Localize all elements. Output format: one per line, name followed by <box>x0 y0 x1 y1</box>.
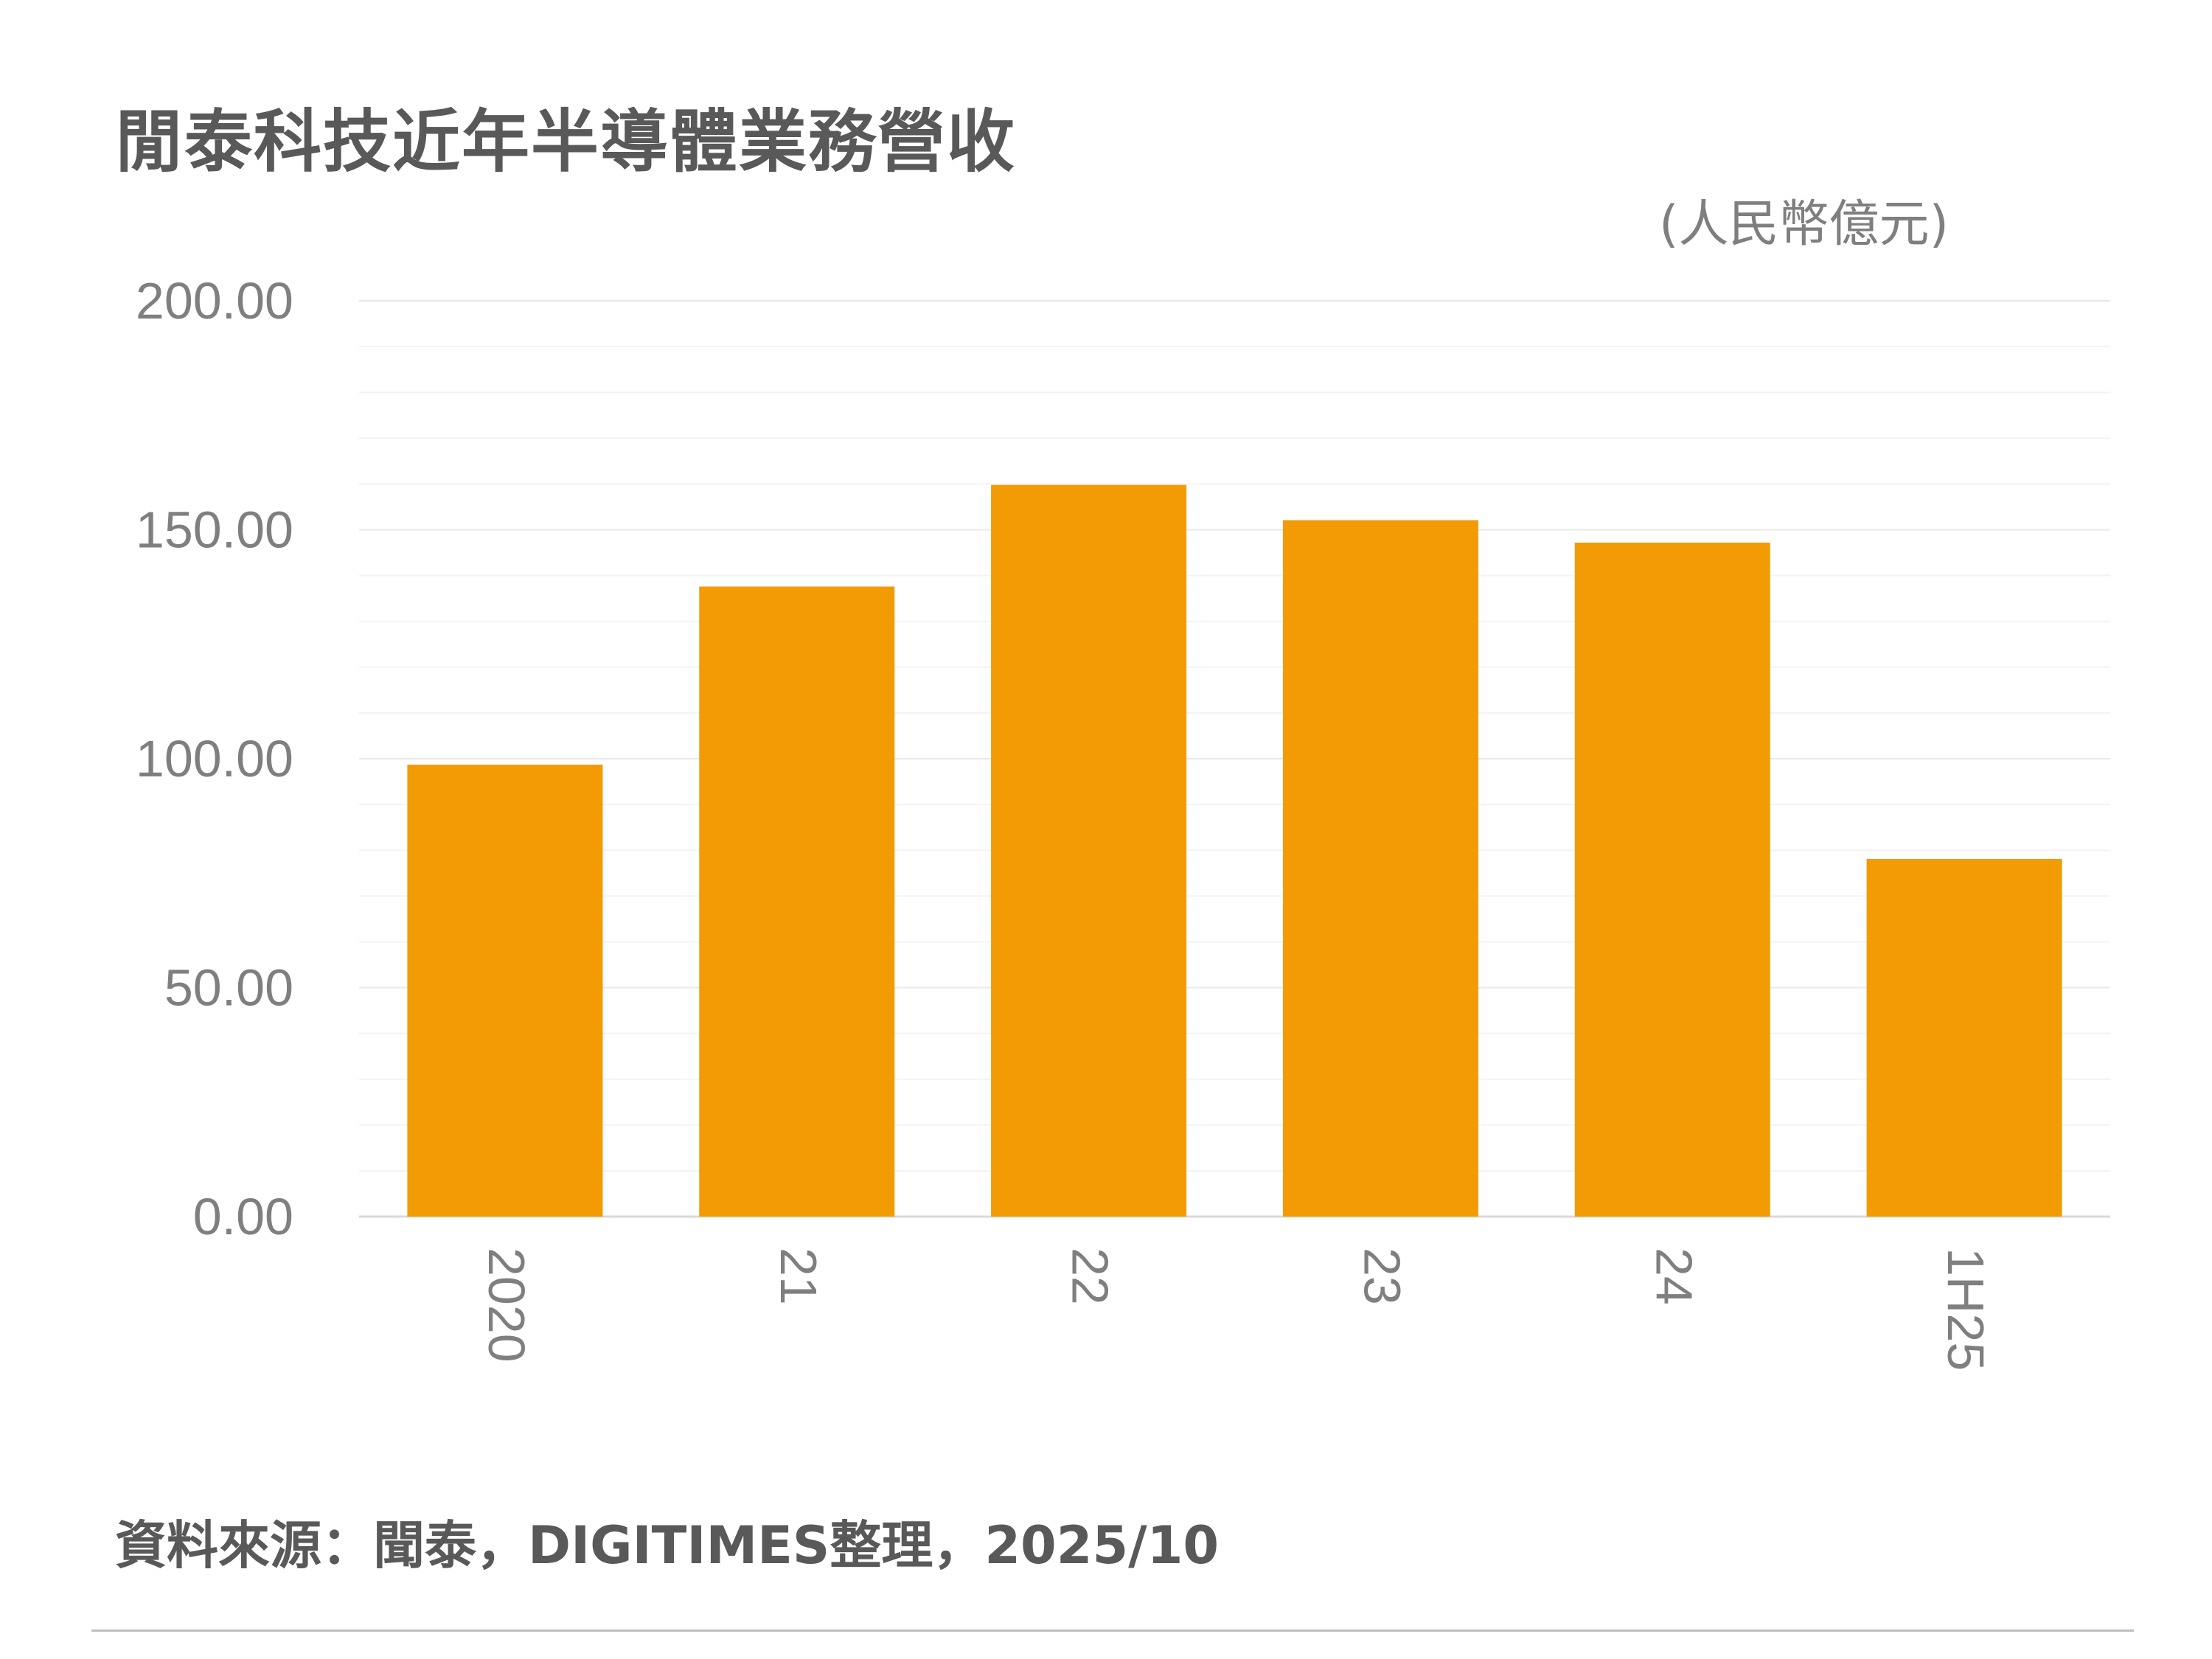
bar-24 <box>1574 542 1770 1217</box>
x-tick-label: 2020 <box>478 1248 535 1363</box>
y-tick-label: 100.00 <box>136 730 293 787</box>
x-tick-label: 1H25 <box>1937 1248 1994 1371</box>
y-axis-ticks: 0.00 50.00 100.00 150.00 200.00 <box>136 272 293 1245</box>
grid-lines <box>359 300 2110 1218</box>
source-note: 資料來源：聞泰，DIGITIMES整理，2025/10 <box>115 1515 1220 1576</box>
x-tick-label: 22 <box>1062 1248 1119 1305</box>
x-tick-label: 21 <box>770 1248 827 1305</box>
x-tick-label: 23 <box>1353 1248 1411 1305</box>
bar-1H25 <box>1866 858 2062 1217</box>
y-tick-label: 200.00 <box>136 272 293 330</box>
y-tick-label: 50.00 <box>164 959 293 1017</box>
y-tick-label: 150.00 <box>136 501 293 559</box>
chart-title: 閒泰科技近年半導體業務營收 <box>115 102 1017 181</box>
bars <box>407 484 2062 1217</box>
y-tick-label: 0.00 <box>193 1188 293 1245</box>
unit-label: (人民幣億元) <box>1659 195 1950 254</box>
bar-2020 <box>407 765 603 1217</box>
x-tick-label: 24 <box>1645 1248 1703 1305</box>
bar-23 <box>1282 520 1478 1217</box>
x-axis-ticks: 2020 21 22 23 24 1H25 <box>478 1248 1994 1371</box>
bar-22 <box>991 484 1187 1217</box>
bottom-divider <box>91 1630 2134 1632</box>
bar-21 <box>699 586 895 1217</box>
